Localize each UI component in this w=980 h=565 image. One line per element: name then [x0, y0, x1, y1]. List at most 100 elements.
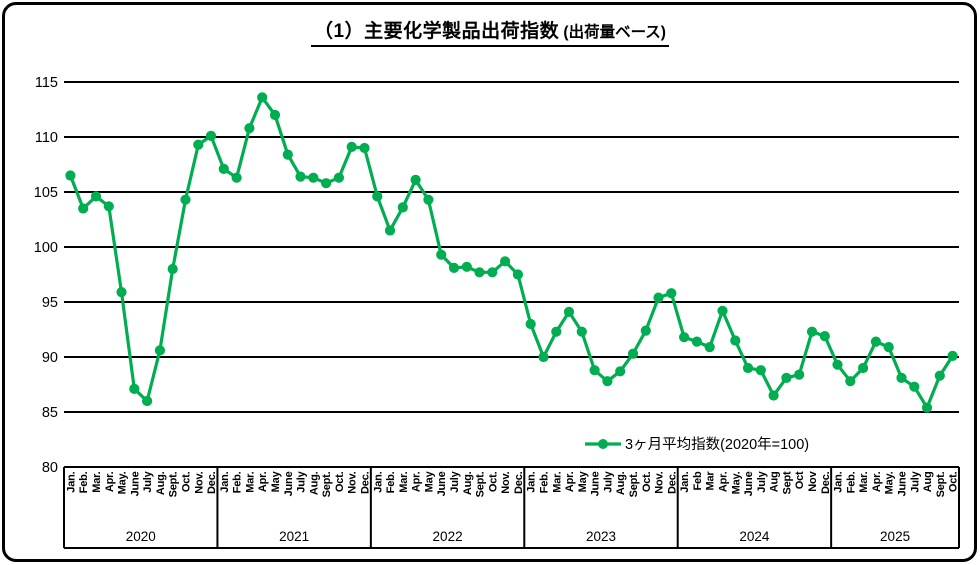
data-point-marker	[359, 142, 370, 154]
year-label: 2020	[126, 529, 156, 544]
y-axis-label: 100	[34, 240, 58, 256]
month-label: Oct.	[181, 471, 193, 492]
data-point-marker	[896, 372, 907, 383]
month-label: Mar.	[244, 471, 256, 492]
series-line	[68, 95, 955, 410]
chart-title-suffix: (出荷量ベース)	[559, 24, 666, 41]
data-point-marker	[717, 305, 728, 316]
data-point-marker	[666, 288, 677, 299]
data-point-marker	[78, 203, 89, 214]
data-point-marker	[231, 172, 242, 183]
legend-label: 3ヶ月平均指数(2020年=100)	[625, 437, 810, 453]
month-label: July	[909, 470, 921, 492]
data-point-marker	[321, 178, 332, 189]
month-label: Jan.	[679, 471, 691, 492]
year-label: 2024	[739, 529, 770, 544]
month-label: Aug	[922, 472, 934, 493]
month-label: June	[129, 471, 141, 496]
data-point-marker	[512, 269, 524, 280]
data-point-marker	[103, 201, 114, 212]
data-point-marker	[576, 326, 587, 337]
month-label: Feb.	[232, 471, 244, 493]
data-point-marker	[525, 318, 536, 330]
data-point-marker	[167, 263, 178, 275]
month-label: May	[423, 470, 435, 492]
month-label: Sept.	[628, 471, 640, 497]
data-point-marker	[806, 326, 818, 337]
month-label: July	[756, 470, 768, 492]
month-label: Apr.	[564, 471, 576, 492]
month-label: Jan.	[372, 471, 384, 492]
month-label: Dec.	[360, 471, 372, 494]
year-label: 2022	[433, 529, 463, 544]
data-point-marker	[742, 362, 754, 374]
month-label: Apr.	[718, 471, 730, 492]
month-label: Sept	[781, 471, 793, 495]
month-label: July	[296, 470, 308, 492]
month-label: Feb.	[78, 471, 90, 493]
data-point-marker	[730, 335, 741, 346]
month-label: Aug.	[308, 471, 320, 495]
data-point-marker	[704, 342, 715, 353]
data-point-marker	[461, 261, 472, 272]
data-point-marker	[551, 326, 562, 337]
data-point-marker	[436, 249, 447, 260]
month-label: July	[142, 470, 154, 492]
data-point-marker	[205, 130, 217, 141]
month-label: Oct.	[487, 471, 499, 492]
page-title: （1）主要化学製品出荷指数 (出荷量ベース)	[0, 16, 980, 47]
month-label: July	[602, 470, 614, 492]
legend-marker-dot	[598, 438, 608, 449]
data-point-marker	[474, 267, 485, 278]
data-point-marker	[538, 351, 549, 363]
data-point-marker	[346, 141, 357, 152]
month-label: Feb	[692, 471, 704, 490]
month-label: Sept.	[935, 471, 947, 497]
month-label: Sept.	[475, 471, 487, 497]
data-point-marker	[65, 170, 76, 181]
data-point-marker	[410, 174, 421, 185]
data-point-marker	[269, 109, 281, 121]
month-label: Dec.	[206, 471, 218, 494]
data-point-marker	[653, 292, 664, 303]
data-point-marker	[947, 350, 958, 361]
month-label: Jan.	[833, 471, 845, 492]
data-point-marker	[794, 369, 805, 380]
data-point-marker	[295, 171, 306, 182]
month-label: May.	[117, 471, 129, 494]
legend-line-marker-icon	[585, 438, 621, 449]
data-point-marker	[640, 325, 651, 336]
month-label: Mar.	[91, 471, 103, 492]
month-label: Apr.	[871, 471, 883, 492]
y-axis-label: 115	[35, 75, 58, 91]
data-point-marker	[781, 372, 792, 383]
month-label: Dec.	[513, 471, 525, 494]
month-label: May	[270, 470, 282, 492]
data-point-marker	[397, 202, 408, 213]
data-point-marker	[372, 191, 383, 202]
month-label: May	[577, 470, 589, 492]
data-point-marker	[333, 172, 344, 183]
data-point-marker	[563, 306, 575, 317]
year-label: 2025	[880, 529, 910, 544]
data-point-marker	[142, 395, 153, 407]
y-axis-label: 95	[42, 295, 58, 311]
month-label: Mar.	[551, 471, 563, 492]
data-point-marker	[308, 172, 319, 183]
month-label: Nov.	[500, 471, 512, 493]
chart-title: （1）主要化学製品出荷指数 (出荷量ベース)	[311, 16, 669, 47]
data-point-marker	[257, 92, 268, 103]
month-label: June	[590, 471, 602, 496]
data-point-marker	[934, 370, 945, 381]
data-point-marker	[832, 359, 843, 370]
month-label: Nov.	[654, 471, 666, 493]
month-label: June	[436, 471, 448, 496]
month-label: Nov.	[193, 471, 205, 493]
month-label: Oct	[794, 471, 806, 489]
y-axis-label: 80	[42, 460, 58, 476]
data-point-marker	[282, 149, 293, 160]
data-point-marker	[193, 139, 204, 150]
data-point-marker	[90, 191, 102, 202]
